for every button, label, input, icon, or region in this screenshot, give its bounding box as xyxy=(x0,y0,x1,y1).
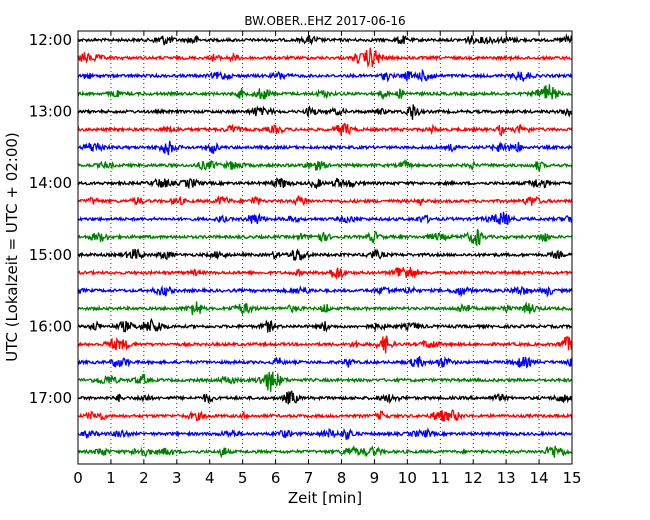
trace-1245 xyxy=(77,84,573,101)
trace-1515 xyxy=(77,266,573,280)
x-tick-label: 2 xyxy=(139,469,149,487)
y-axis: 12:00 13:00 14:00 15:00 16:00 17:00 xyxy=(29,31,572,407)
x-tick-label: 6 xyxy=(271,469,281,487)
trace-1545 xyxy=(77,301,573,317)
x-tick-label: 12 xyxy=(464,469,483,487)
trace-1700 xyxy=(77,390,573,405)
trace-1745 xyxy=(77,444,573,459)
y-tick-label: 14:00 xyxy=(29,174,72,192)
x-tick-label: 3 xyxy=(172,469,182,487)
trace-1500 xyxy=(77,248,573,261)
y-tick-label: 17:00 xyxy=(29,389,72,407)
trace-1445 xyxy=(77,228,573,247)
x-tick-label: 9 xyxy=(370,469,380,487)
trace-1200 xyxy=(77,33,573,46)
x-axis-label: Zeit [min] xyxy=(288,489,362,507)
plot-frame xyxy=(77,30,573,465)
grid-lines xyxy=(110,31,540,464)
trace-1400 xyxy=(77,177,573,190)
traces xyxy=(77,33,573,459)
trace-1715 xyxy=(77,409,573,422)
y-tick-label: 12:00 xyxy=(29,31,72,49)
trace-1345 xyxy=(77,159,573,172)
x-tick-label: 11 xyxy=(431,469,450,487)
x-tick-label: 4 xyxy=(205,469,215,487)
trace-1430 xyxy=(77,211,573,225)
x-tick-label: 8 xyxy=(337,469,347,487)
x-tick-label: 1 xyxy=(106,469,116,487)
x-tick-label: 7 xyxy=(304,469,314,487)
trace-1645 xyxy=(77,371,573,392)
trace-1300 xyxy=(77,104,573,120)
x-tick-label: 5 xyxy=(238,469,248,487)
x-tick-label: 15 xyxy=(562,469,581,487)
trace-1330 xyxy=(77,140,573,156)
trace-1530 xyxy=(77,284,573,298)
x-tick-label: 14 xyxy=(530,469,549,487)
trace-1315 xyxy=(77,122,573,137)
x-axis: 0 1 2 3 4 5 6 7 8 9 10 11 12 13 14 15 xyxy=(73,31,582,487)
y-tick-label: 15:00 xyxy=(29,246,72,264)
x-tick-label: 13 xyxy=(497,469,516,487)
trace-1415 xyxy=(77,195,573,207)
y-tick-label: 13:00 xyxy=(29,103,72,121)
trace-1630 xyxy=(77,355,573,369)
x-tick-label: 10 xyxy=(398,469,417,487)
trace-1615 xyxy=(77,335,573,354)
trace-1730 xyxy=(77,427,573,441)
chart-title: BW.OBER..EHZ 2017-06-16 xyxy=(244,14,405,28)
trace-1230 xyxy=(77,68,573,83)
trace-1600 xyxy=(77,317,573,333)
y-axis-label: UTC (Lokalzeit = UTC + 02:00) xyxy=(3,132,21,362)
x-tick-label: 0 xyxy=(73,469,83,487)
trace-1215 xyxy=(77,47,573,69)
y-tick-label: 16:00 xyxy=(29,317,72,335)
